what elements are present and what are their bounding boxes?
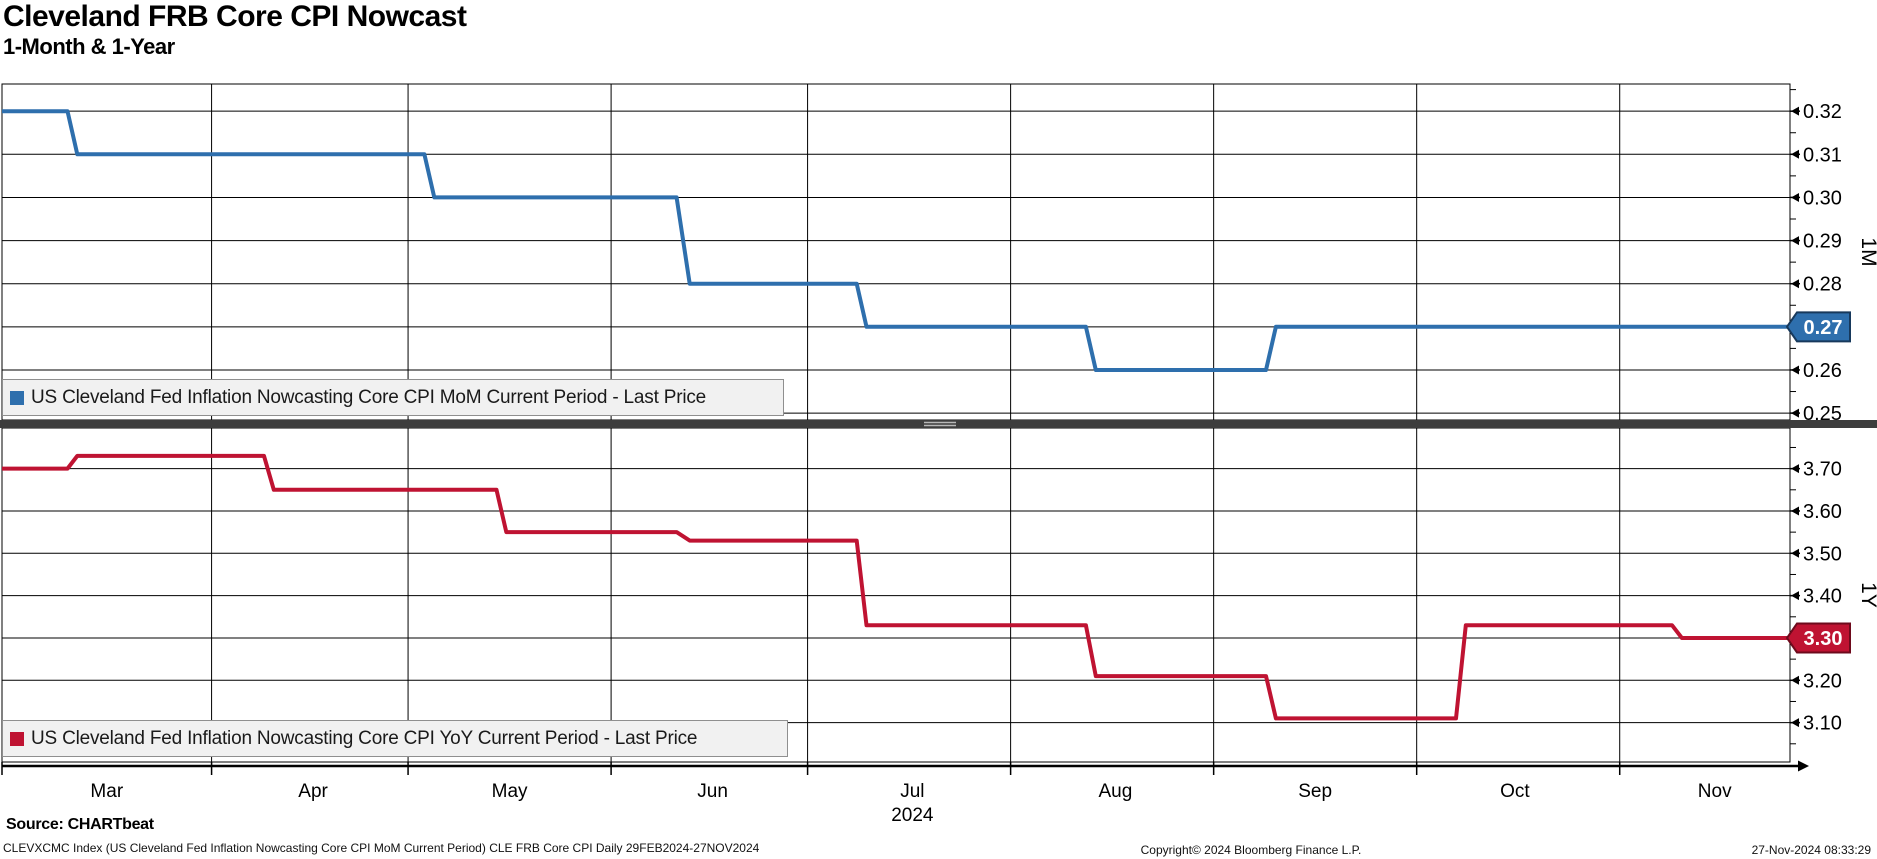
axis-label-1m: 1M (1857, 237, 1877, 266)
y-tick-label: 0.29 (1803, 231, 1842, 253)
legend-1y[interactable]: US Cleveland Fed Inflation Nowcasting Co… (2, 720, 788, 757)
footer-timestamp: 27-Nov-2024 08:33:29 (1751, 843, 1871, 857)
x-month-label: Nov (1698, 781, 1732, 802)
footer-security-line: CLEVXCMC Index (US Cleveland Fed Inflati… (3, 841, 760, 855)
x-month-label: Oct (1500, 781, 1530, 802)
legend-1y-label: US Cleveland Fed Inflation Nowcasting Co… (31, 727, 698, 749)
legend-1m[interactable]: US Cleveland Fed Inflation Nowcasting Co… (2, 379, 784, 416)
panel-divider (0, 420, 1877, 428)
y-tick-label: 0.25 (1803, 403, 1842, 425)
footer-source: Source: CHARTbeat (6, 816, 154, 833)
x-month-label: Sep (1298, 781, 1332, 802)
y-tick-label: 3.40 (1803, 586, 1842, 608)
y-tick-label: 3.20 (1803, 670, 1842, 692)
x-month-label: Mar (90, 781, 123, 802)
chart-title: Cleveland FRB Core CPI Nowcast (3, 0, 467, 33)
x-month-label: May (492, 781, 528, 802)
last-price-value-1m: 0.27 (1804, 317, 1843, 339)
legend-1y-swatch-icon (10, 731, 24, 746)
y-tick-label: 3.70 (1803, 459, 1842, 481)
x-month-label: Aug (1099, 781, 1133, 802)
y-tick-label: 0.28 (1803, 274, 1842, 296)
legend-1m-label: US Cleveland Fed Inflation Nowcasting Co… (31, 386, 707, 408)
chart-subtitle: 1-Month & 1-Year (3, 34, 175, 59)
y-tick-label: 0.26 (1803, 360, 1842, 382)
panel-1y: 3.70 3.60 3.50 3.40 3.20 3.10 1Y 3.30 (1, 427, 1877, 763)
y-tick-label: 3.60 (1803, 501, 1842, 523)
y-tick-label: 0.32 (1803, 101, 1842, 123)
x-month-label: Jul (900, 781, 924, 802)
footer-copyright: Copyright© 2024 Bloomberg Finance L.P. (1140, 843, 1362, 857)
panel-divider-grip[interactable] (924, 421, 956, 427)
last-price-badge-1y (1785, 622, 1851, 654)
y-tick-label: 0.30 (1803, 187, 1842, 209)
y-tick-label: 3.50 (1803, 543, 1842, 565)
axis-label-1y: 1Y (1857, 582, 1877, 608)
last-price-value-1y: 3.30 (1804, 628, 1843, 650)
last-price-badge-1m (1785, 311, 1851, 343)
panel-1m: 0.32 0.31 0.30 0.29 0.28 0.26 0.25 1M 0.27 (1, 83, 1877, 425)
x-year-label: 2024 (891, 805, 934, 826)
series-line-1m (2, 109, 1790, 372)
x-month-label: Apr (298, 781, 328, 802)
legend-1m-swatch-icon (10, 390, 24, 405)
y-tick-label: 3.10 (1803, 713, 1842, 735)
series-line-1y (2, 453, 1790, 721)
x-axis-arrow-icon (1798, 760, 1809, 772)
y-tick-label: 0.31 (1803, 144, 1842, 166)
x-month-label: Jun (697, 781, 728, 802)
